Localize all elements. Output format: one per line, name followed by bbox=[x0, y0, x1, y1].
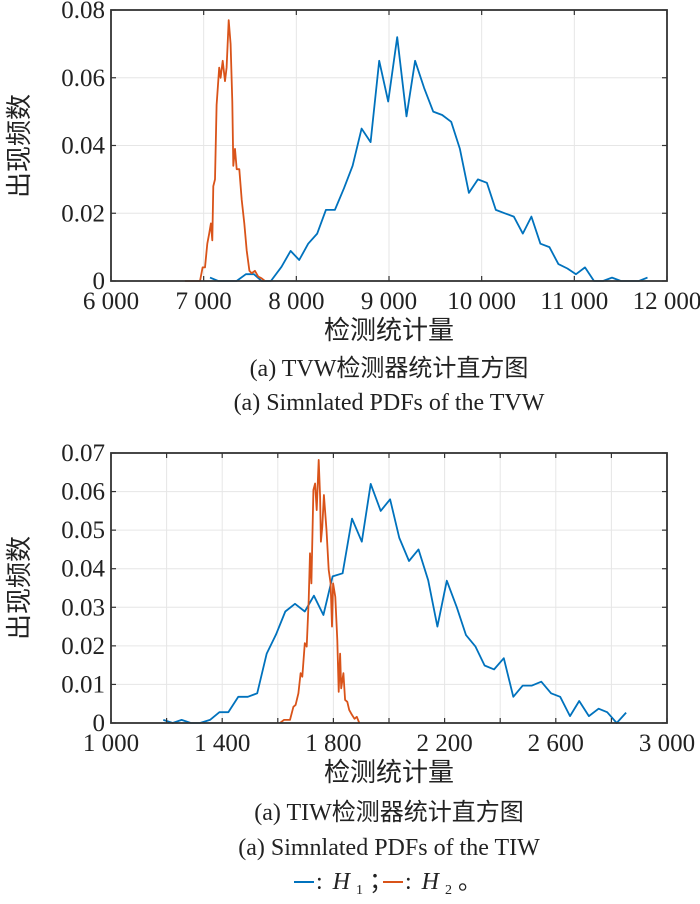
y-tick-labels: 0 0.02 0.04 0.06 0.08 bbox=[61, 0, 105, 295]
plot-border bbox=[110, 9, 668, 282]
x-axis-label: 检测统计量 bbox=[324, 316, 454, 346]
y-tick-label: 0.04 bbox=[61, 556, 105, 583]
svg-text:: H 2: : H 2 。 bbox=[405, 869, 482, 900]
y-tick-label: 0.02 bbox=[61, 633, 105, 660]
x-tick-label: 1 400 bbox=[194, 730, 250, 757]
series-group bbox=[163, 458, 627, 724]
y-tick-label: 0.03 bbox=[61, 594, 105, 621]
chart-tiw: 1 000 1 400 1 800 2 200 2 600 3 000 0 0.01 0.02… bbox=[5, 440, 695, 861]
x-tick-labels: 1 000 1 400 1 800 2 200 2 600 3 000 bbox=[83, 730, 695, 757]
series-line-h2 bbox=[279, 458, 361, 724]
axes-frame bbox=[110, 9, 668, 282]
x-tick-label: 10 000 bbox=[447, 288, 516, 315]
series-line-h1 bbox=[163, 482, 627, 724]
plot-border bbox=[110, 452, 668, 724]
y-tick-label: 0.08 bbox=[61, 0, 105, 24]
x-tick-label: 9 000 bbox=[361, 288, 417, 315]
x-tick-label: 1 000 bbox=[83, 730, 139, 757]
legend-colon: : bbox=[316, 869, 323, 895]
series-line-h1 bbox=[209, 36, 648, 282]
chart-tvw: 6 000 7 000 8 000 9 000 10 000 11 000 12 000 0… bbox=[5, 0, 700, 416]
legend-colon: : bbox=[405, 869, 412, 895]
y-tick-label: 0.07 bbox=[61, 440, 105, 467]
grid-lines bbox=[111, 10, 667, 281]
legend-label-h2: H bbox=[421, 869, 441, 895]
x-tick-labels: 6 000 7 000 8 000 9 000 10 000 11 000 12 000 bbox=[83, 288, 700, 315]
x-tick-label: 2 200 bbox=[416, 730, 472, 757]
legend-sep-h2: 。 bbox=[458, 869, 482, 895]
grid-lines bbox=[111, 453, 667, 723]
y-tick-label: 0.06 bbox=[61, 65, 105, 92]
chart-title: (a) TVW检测器统计直方图 bbox=[250, 355, 529, 382]
chart-subtitle: (a) Simnlated PDFs of the TVW bbox=[234, 390, 545, 416]
x-tick-label: 8 000 bbox=[268, 288, 324, 315]
legend-item-h2: : H 2 。 bbox=[383, 869, 482, 900]
x-tick-label: 11 000 bbox=[540, 288, 608, 315]
y-tick-label: 0.04 bbox=[61, 133, 105, 160]
chart-subtitle: (a) Simnlated PDFs of the TIW bbox=[238, 835, 540, 861]
y-tick-label: 0.05 bbox=[61, 517, 105, 544]
series-line-h2 bbox=[184, 19, 266, 282]
x-tick-label: 1 800 bbox=[305, 730, 361, 757]
svg-text:: H 1: : H 1 ； bbox=[316, 869, 393, 900]
x-tick-label: 3 000 bbox=[639, 730, 695, 757]
x-axis-label: 检测统计量 bbox=[324, 758, 454, 788]
chart-title: (a) TIW检测器统计直方图 bbox=[254, 799, 524, 826]
legend-sub-h2: 2 bbox=[445, 883, 452, 898]
x-tick-label: 12 000 bbox=[633, 288, 700, 315]
y-tick-labels: 0 0.01 0.02 0.03 0.04 0.05 0.06 0.07 bbox=[61, 440, 105, 737]
y-tick-label: 0.06 bbox=[61, 479, 105, 506]
x-tick-label: 2 600 bbox=[528, 730, 584, 757]
legend-label-h1: H bbox=[332, 869, 352, 895]
series-group bbox=[184, 19, 648, 282]
axes-frame bbox=[110, 452, 668, 724]
y-axis-label: 出现频数 bbox=[5, 536, 35, 640]
legend-item-h1: : H 1 ； bbox=[294, 869, 393, 900]
legend: : H 1 ； : H 2 。 bbox=[294, 869, 482, 900]
x-tick-label: 6 000 bbox=[83, 288, 139, 315]
y-tick-label: 0 bbox=[93, 710, 106, 737]
y-tick-label: 0 bbox=[93, 268, 106, 295]
y-tick-label: 0.02 bbox=[61, 200, 105, 227]
x-tick-label: 7 000 bbox=[176, 288, 232, 315]
legend-sub-h1: 1 bbox=[356, 883, 363, 898]
y-tick-label: 0.01 bbox=[61, 671, 105, 698]
y-axis-label: 出现频数 bbox=[5, 94, 35, 198]
